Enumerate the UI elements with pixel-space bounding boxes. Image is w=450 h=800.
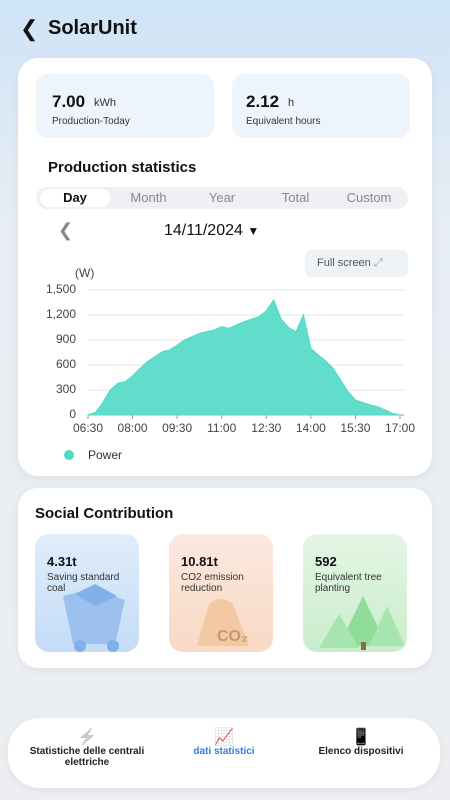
icon-text: CO₂ [217,628,249,645]
legend-label: Power [88,448,123,462]
nav-item[interactable]: ⚡ Statistiche delle centrali elettriche [26,729,148,769]
contribution-card: 4.31t Saving standard coal [35,534,139,652]
x-tick-label: 06:30 [73,421,103,435]
legend-marker [64,450,74,460]
y-tick-label: 1,500 [46,282,76,296]
y-tick-label: 900 [56,332,76,346]
x-tick-label: 09:30 [162,421,192,435]
section-title: Production statistics [48,159,197,176]
contribution-card: 592 Equivalent tree planting [303,534,407,652]
social-card: Social Contribution 4.31t Saving standar… [18,488,432,668]
prev-date[interactable]: ❮ [58,220,74,240]
nav-icon: 📱 [351,729,371,746]
app-title: SolarUnit [48,17,137,39]
contribution-value: 4.31t [47,554,77,569]
nav-icon: ⚡ [77,729,97,746]
summary-label: Equivalent hours [246,116,321,127]
contribution-label: Equivalent tree planting [315,572,382,594]
contribution-label: CO2 emission reduction [181,572,244,594]
tab[interactable]: Total [281,190,310,205]
date: 14/11/2024 [164,222,243,239]
full-screen-button[interactable]: Full screen ⤢ [305,250,408,277]
summary-card: 2.12 h Equivalent hours [232,74,410,138]
back-button[interactable]: ❮ [20,16,39,41]
production-card: 7.00 kWh Production-Today 2.12 h Equival… [18,58,432,476]
tab[interactable]: Year [208,190,236,205]
x-tick-label: 15:30 [340,421,370,435]
x-tick-label: 17:00 [385,421,415,435]
summary-card: 7.00 kWh Production-Today [36,74,214,138]
tab[interactable]: Custom [346,190,392,205]
summary-unit: h [288,97,295,109]
y-tick-label: 0 [69,407,76,421]
y-axis-label: (W) [75,266,95,280]
x-tick-label: 14:00 [296,421,326,435]
button-label: Full screen [317,257,371,269]
tab[interactable]: Month [130,190,167,205]
area [87,298,401,416]
y-tick-label: 600 [56,357,76,371]
summary-value: 7.00 [52,92,86,111]
bottom-nav: ⚡ Statistiche delle centrali elettriche 📈 d… [8,718,440,788]
contribution-label: Saving standard coal [47,572,120,594]
contribution-value: 592 [315,554,337,569]
summary-label: Production-Today [52,116,130,127]
summary-unit: kWh [94,97,116,109]
section-title: Social Contribution [35,505,174,522]
nav-label: Statistiche delle centrali elettriche [29,746,145,768]
contribution-card: CO₂ 10.81t CO2 emission reduction [169,534,273,652]
coal-illustration [63,584,125,652]
x-tick-label: 08:00 [118,421,148,435]
y-tick-label: 1,200 [46,307,76,321]
nav-item[interactable]: 📈 dati statistici [163,729,285,758]
tree-illustration [319,596,405,650]
y-tick-label: 300 [56,382,76,396]
tab-bar: Day Month Year Total Custom [36,187,408,209]
x-tick-label: 12:30 [251,421,281,435]
tab[interactable]: Day [40,189,110,207]
contribution-value: 10.81t [181,554,218,569]
x-tick-label: 11:00 [207,421,236,435]
nav-icon: 📈 [214,729,234,746]
summary-value: 2.12 [246,92,280,111]
co2-illustration [197,599,249,646]
date-picker[interactable]: 14/11/2024 ▼ [164,222,260,239]
chart: 0 300 600 900 1,200 1,500 06:30 08:00 09:30 11:00… [46,282,415,435]
nav-label: Elenco dispositivi [318,746,404,757]
nav-label: dati statistici [193,746,255,757]
nav-item[interactable]: 📱 Elenco dispositivi [300,729,422,758]
